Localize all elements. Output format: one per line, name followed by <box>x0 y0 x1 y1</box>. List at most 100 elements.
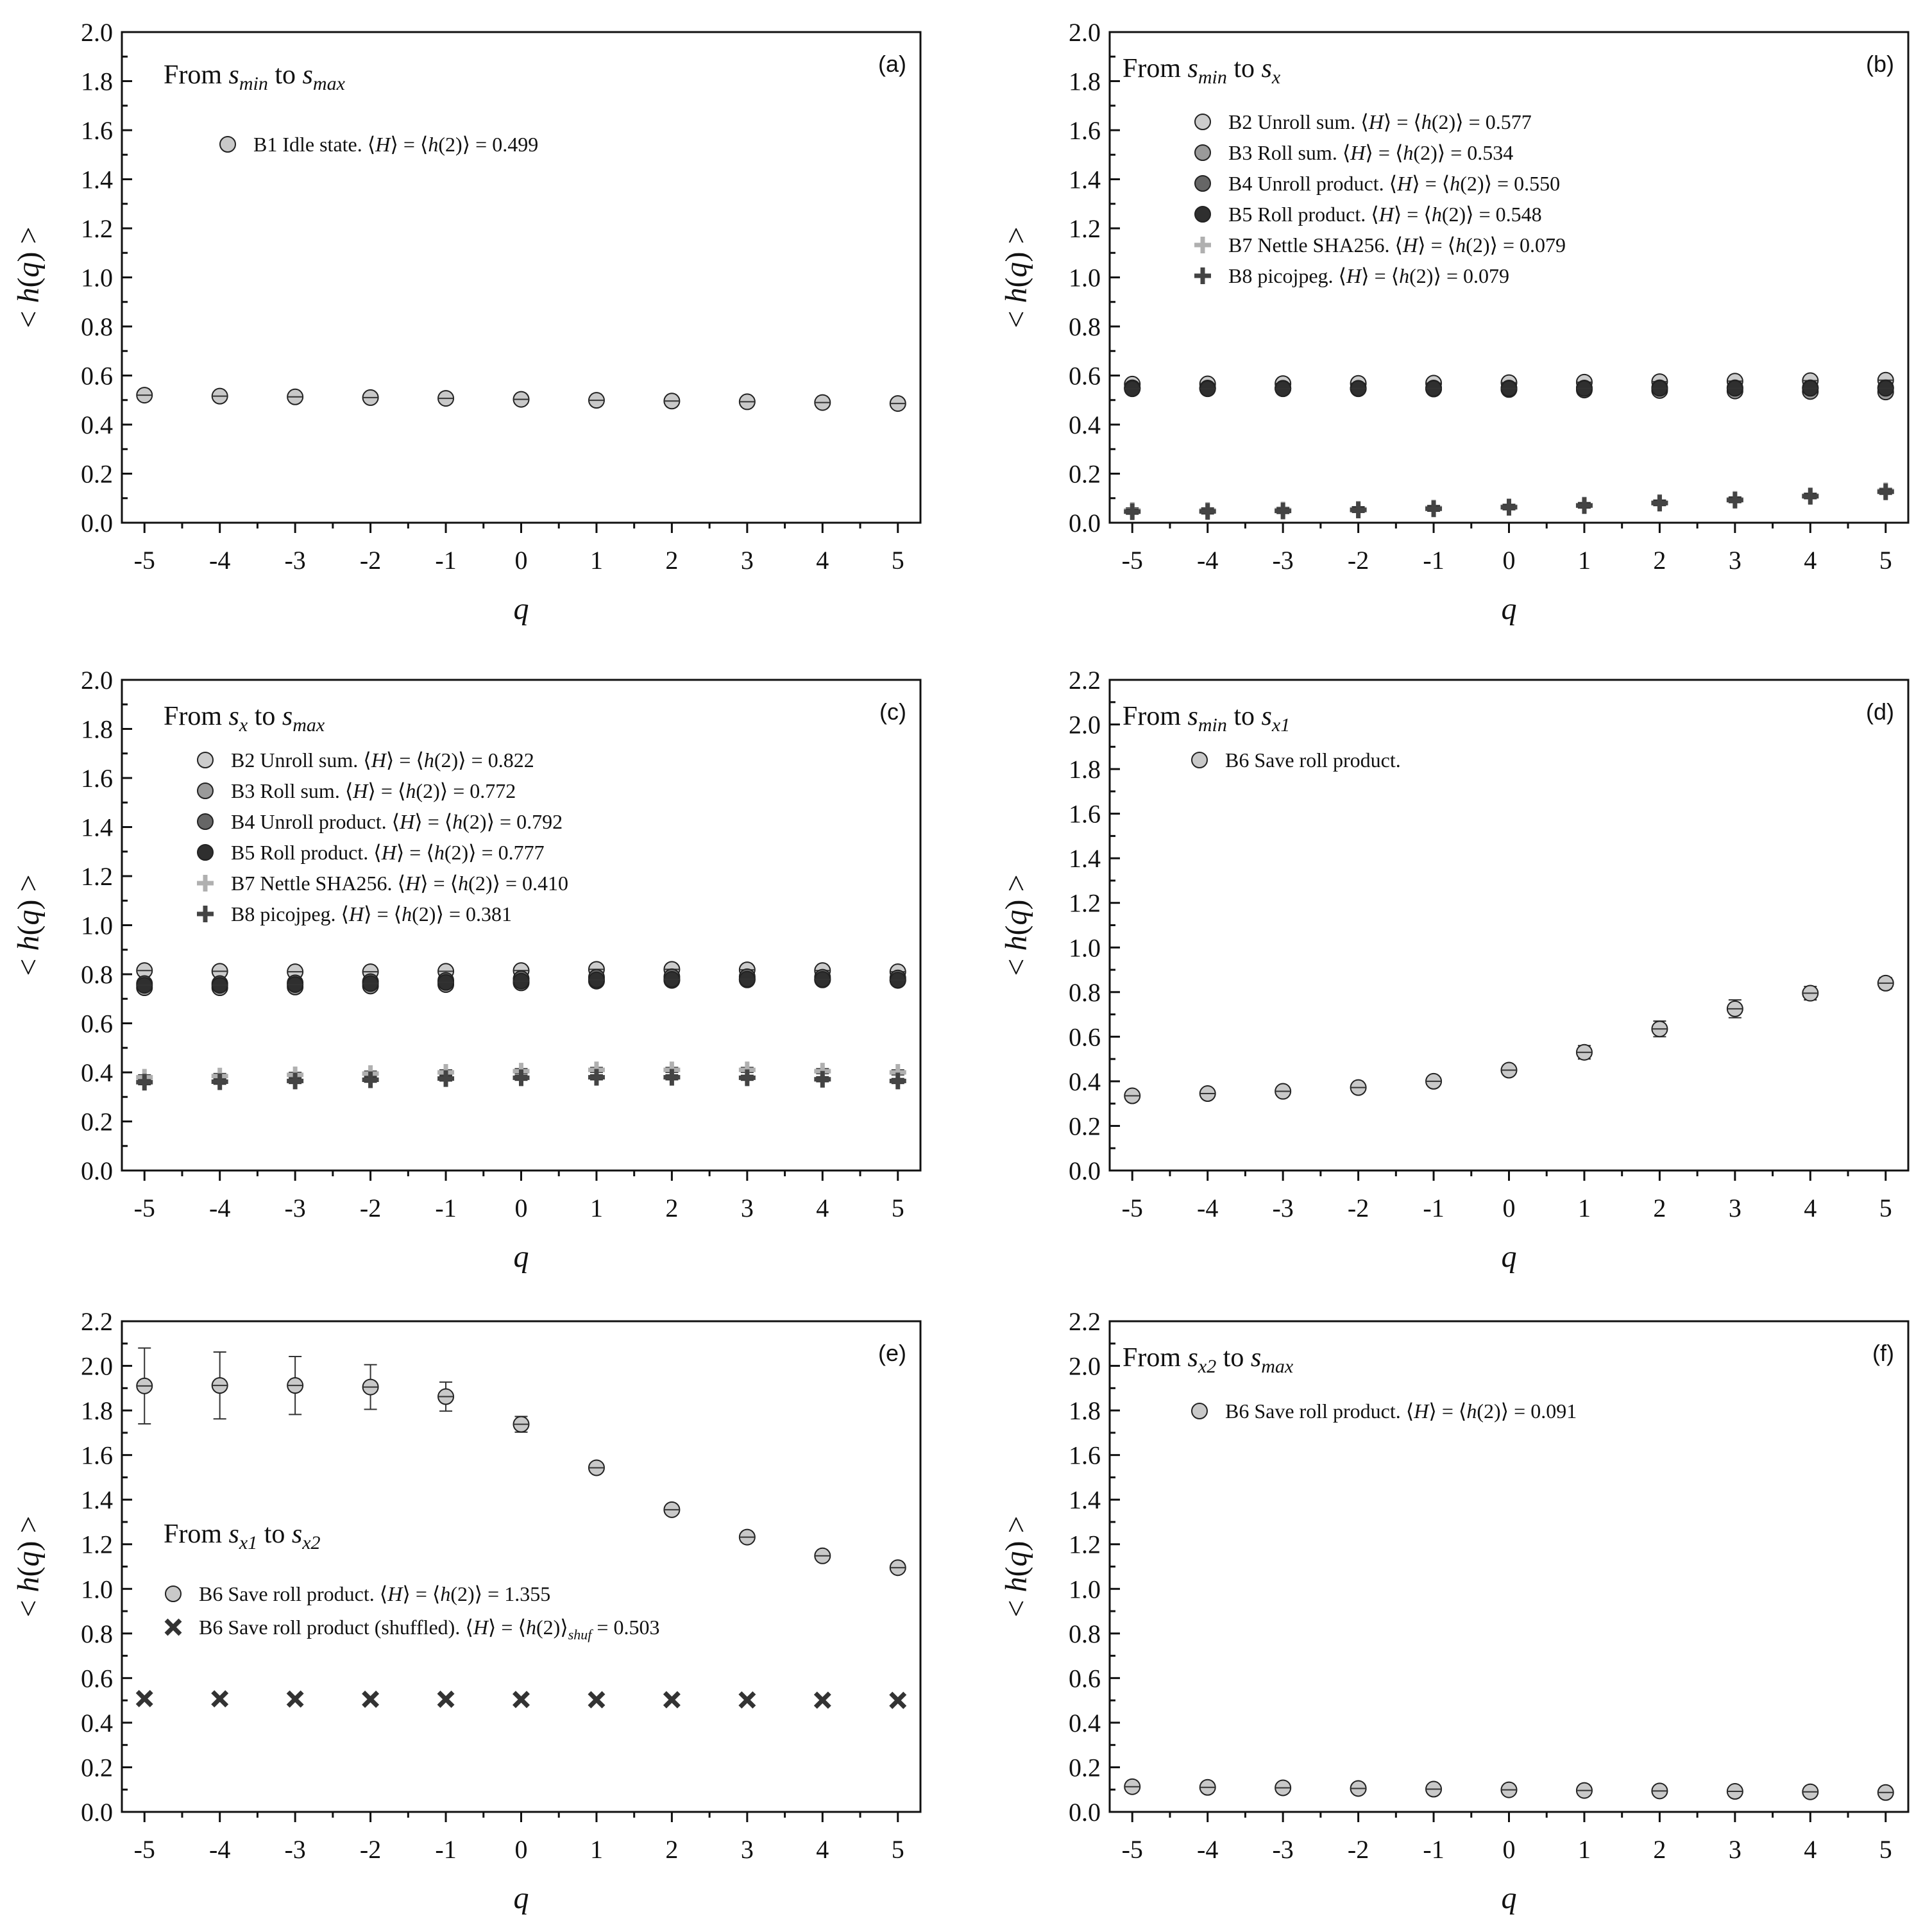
data-point <box>1425 500 1443 518</box>
y-tick-label: 2.2 <box>81 1307 113 1336</box>
series-B6 <box>1124 974 1894 1104</box>
data-point <box>814 1070 831 1088</box>
y-tick-label: 2.0 <box>81 666 113 695</box>
series-B5 <box>1124 380 1894 398</box>
data-point <box>135 1689 153 1707</box>
y-tick-label: 0.2 <box>1069 1112 1101 1140</box>
x-tick-label: 0 <box>515 546 528 575</box>
panel-label: (b) <box>1866 51 1894 77</box>
x-tick-label: 1 <box>590 1835 603 1864</box>
data-point <box>211 1073 228 1090</box>
y-tick-label: 0.6 <box>81 362 113 391</box>
plot-frame <box>121 1320 922 1813</box>
x-tick-label: 0 <box>1503 546 1516 575</box>
data-point <box>211 1690 229 1708</box>
x-tick-label: -1 <box>435 546 456 575</box>
legend-marker <box>197 875 214 892</box>
x-tick-label: 3 <box>1729 1835 1741 1864</box>
y-tick-label: 2.0 <box>1069 1352 1101 1381</box>
legend-marker <box>165 1585 182 1602</box>
legend-marker <box>197 782 214 799</box>
series-B6 <box>136 1347 906 1577</box>
y-tick-label: 1.2 <box>81 214 113 243</box>
legend-marker <box>1194 267 1211 284</box>
x-tick-label: 4 <box>816 1835 829 1864</box>
legend-entry: B6 Save roll product (shuffled). ⟨H⟩ = ⟨… <box>199 1616 659 1643</box>
data-point <box>588 1069 605 1086</box>
chart-panel-e: 0.0 0.2 0.4 0.6 0.8 1.0 1.2 1.4 1.6 1.8 2.0 2.2 -5 -4… <box>12 1307 922 1915</box>
x-tick-label: -5 <box>134 546 155 575</box>
x-tick-label: 1 <box>1578 1194 1591 1222</box>
legend-entry: B4 Unroll product. ⟨H⟩ = ⟨h(2)⟩ = 0.550 <box>1228 172 1560 195</box>
y-tick-label: 2.2 <box>1069 1307 1101 1336</box>
series-B6 <box>1124 1778 1894 1801</box>
y-tick-label: 0.2 <box>1069 1753 1101 1782</box>
legend-entry: B8 picojpeg. ⟨H⟩ = ⟨h(2)⟩ = 0.079 <box>1228 264 1509 287</box>
x-tick-label: -4 <box>209 1194 230 1222</box>
data-point <box>1275 502 1292 520</box>
y-tick-label: 1.6 <box>1069 1441 1101 1470</box>
x-tick-label: -4 <box>1197 1194 1218 1222</box>
x-tick-label: -1 <box>1423 1835 1444 1864</box>
data-point <box>1575 497 1593 514</box>
y-tick-label: 0.0 <box>1069 1798 1101 1827</box>
y-tick-label: 0.6 <box>81 1010 113 1038</box>
x-tick-label: -1 <box>435 1835 456 1864</box>
data-point <box>513 1691 530 1709</box>
x-tick-label: -1 <box>435 1194 456 1222</box>
legend-marker <box>197 844 214 861</box>
y-tick-label: 2.0 <box>81 1352 113 1381</box>
y-tick-label: 1.0 <box>1069 264 1101 292</box>
y-tick-label: 0.4 <box>1069 1709 1101 1737</box>
legend-marker <box>164 1618 182 1636</box>
chart-panel-a: 0.0 0.2 0.4 0.6 0.8 1.0 1.2 1.4 1.6 1.8 2.0 -5 -4 -3 -… <box>12 18 922 626</box>
legend-entry: B6 Save roll product. ⟨H⟩ = ⟨h(2)⟩ = 1.3… <box>199 1582 550 1605</box>
legend-entry: B3 Roll sum. ⟨H⟩ = ⟨h(2)⟩ = 0.772 <box>231 779 516 802</box>
legend-marker <box>1194 144 1211 161</box>
data-point <box>663 1069 681 1086</box>
x-tick-label: 1 <box>1578 1835 1591 1864</box>
y-tick-label: 1.6 <box>81 116 113 145</box>
y-tick-label: 1.8 <box>81 1396 113 1425</box>
chart-title: From sx2 to smax <box>1123 1343 1294 1377</box>
legend-entry: B8 picojpeg. ⟨H⟩ = ⟨h(2)⟩ = 0.381 <box>231 902 512 926</box>
legend-marker <box>219 136 236 153</box>
chart-title: From smin to sx <box>1123 54 1281 88</box>
y-tick-label: 0.6 <box>1069 362 1101 391</box>
data-point <box>513 1069 530 1086</box>
x-tick-label: -2 <box>360 1835 381 1864</box>
data-point <box>437 1690 455 1708</box>
data-point <box>362 1071 379 1088</box>
data-point <box>1350 502 1367 519</box>
y-axis-label: < h(q) > <box>12 874 46 976</box>
y-tick-label: 1.8 <box>1069 1396 1101 1425</box>
panel-label: (a) <box>878 51 906 77</box>
x-axis-label: q <box>1502 1881 1517 1915</box>
y-tick-label: 1.4 <box>1069 1485 1101 1514</box>
y-tick-label: 0.8 <box>81 1619 113 1648</box>
y-tick-label: 0.0 <box>81 1156 113 1185</box>
chart-panel-f: 0.0 0.2 0.4 0.6 0.8 1.0 1.2 1.4 1.6 1.8 2.0 2.2 -5 -4… <box>999 1307 1910 1915</box>
x-tick-label: 2 <box>665 1835 678 1864</box>
plot-frame <box>121 31 922 524</box>
chart-title: From smin to smax <box>164 60 346 94</box>
y-tick-label: 0.2 <box>81 1753 113 1782</box>
chart-title: From sx to smax <box>164 702 325 736</box>
y-tick-label: 1.2 <box>1069 1530 1101 1559</box>
chart-panel-d: 0.0 0.2 0.4 0.6 0.8 1.0 1.2 1.4 1.6 1.8 2.0 2.2 -5 -4… <box>999 666 1910 1274</box>
x-tick-label: 5 <box>892 1835 904 1864</box>
y-tick-label: 1.8 <box>81 67 113 96</box>
x-axis-label: q <box>514 1881 529 1915</box>
x-tick-label: 0 <box>515 1835 528 1864</box>
y-axis-label: < h(q) > <box>12 226 46 328</box>
y-tick-label: 2.2 <box>1069 666 1101 695</box>
data-point <box>889 1691 907 1709</box>
y-tick-label: 1.0 <box>81 911 113 940</box>
data-point <box>1877 483 1894 500</box>
legend-marker <box>1194 237 1211 253</box>
data-point <box>362 1690 380 1708</box>
x-tick-label: -3 <box>1272 1835 1293 1864</box>
y-tick-label: 1.2 <box>1069 214 1101 243</box>
data-point <box>663 1691 681 1709</box>
